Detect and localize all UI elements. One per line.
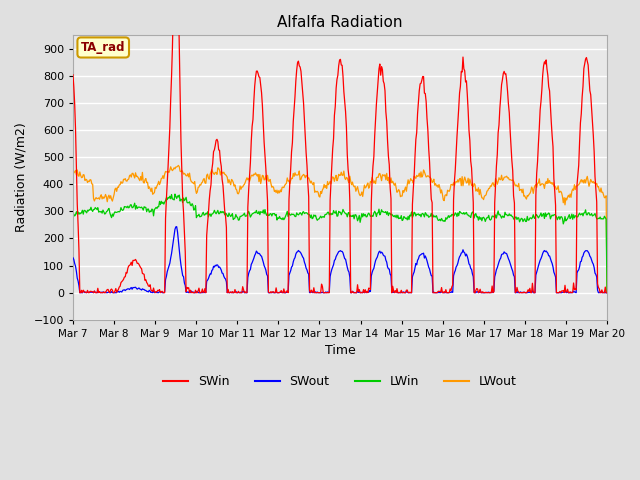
Legend: SWin, SWout, LWin, LWout: SWin, SWout, LWin, LWout [158, 370, 522, 393]
Y-axis label: Radiation (W/m2): Radiation (W/m2) [15, 123, 28, 232]
X-axis label: Time: Time [324, 344, 355, 357]
Title: Alfalfa Radiation: Alfalfa Radiation [277, 15, 403, 30]
Text: TA_rad: TA_rad [81, 41, 125, 54]
